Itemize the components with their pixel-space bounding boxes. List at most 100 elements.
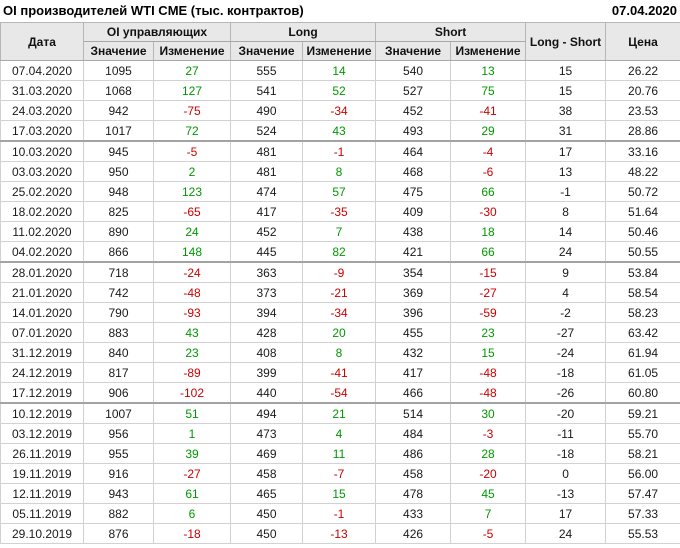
short-value-cell: 354	[375, 261, 452, 283]
long-change-cell: 4	[302, 423, 377, 444]
price-cell: 50.72	[605, 181, 680, 202]
long-short-cell: -18	[525, 443, 607, 464]
long-value-cell: 465	[230, 483, 304, 504]
long-change-cell: -21	[302, 282, 377, 303]
short-value-cell: 455	[375, 322, 452, 343]
long-short-cell: 9	[525, 261, 607, 283]
long-value-cell: 555	[230, 60, 304, 81]
short-value-cell: 484	[375, 423, 452, 444]
short-value-cell: 369	[375, 282, 452, 303]
long-value-cell: 408	[230, 342, 304, 363]
short-value-cell: 466	[375, 382, 452, 404]
long-short-cell: -26	[525, 382, 607, 404]
date-cell: 07.04.2020	[0, 60, 84, 81]
long-short-cell: -18	[525, 362, 607, 383]
long-short-cell: 8	[525, 201, 607, 222]
price-cell: 61.94	[605, 342, 680, 363]
subheader-short-value: Значение	[375, 41, 452, 61]
col-header-long-minus-short: Long - Short	[525, 22, 607, 61]
oi-table: Дата OI управляющих Long Short Long - Sh…	[0, 22, 680, 544]
short-value-cell: 468	[375, 161, 452, 182]
table-row: 26.11.2019 955 39 469 11 486 28 -18 58.21	[0, 443, 680, 464]
long-short-cell: 38	[525, 100, 607, 121]
long-short-cell: 14	[525, 221, 607, 242]
table-row: 31.12.2019 840 23 408 8 432 15 -24 61.94	[0, 342, 680, 363]
short-value-cell: 452	[375, 100, 452, 121]
oi-value-cell: 945	[83, 140, 154, 162]
long-value-cell: 469	[230, 443, 304, 464]
oi-value-cell: 1007	[83, 402, 154, 424]
short-change-cell: 15	[450, 342, 527, 363]
short-change-cell: 28	[450, 443, 527, 464]
short-change-cell: -20	[450, 463, 527, 484]
date-cell: 03.12.2019	[0, 423, 84, 444]
long-value-cell: 490	[230, 100, 304, 121]
short-value-cell: 432	[375, 342, 452, 363]
short-change-cell: 23	[450, 322, 527, 343]
long-short-cell: 15	[525, 80, 607, 101]
oi-value-cell: 1095	[83, 60, 154, 81]
short-change-cell: -5	[450, 523, 527, 544]
short-change-cell: 13	[450, 60, 527, 81]
oi-value-cell: 950	[83, 161, 154, 182]
subheader-long-change: Изменение	[302, 41, 377, 61]
date-cell: 12.11.2019	[0, 483, 84, 504]
price-cell: 61.05	[605, 362, 680, 383]
subheader-oi-change: Изменение	[152, 41, 232, 61]
date-cell: 17.03.2020	[0, 120, 84, 142]
table-row: 03.12.2019 956 1 473 4 484 -3 -11 55.70	[0, 423, 680, 444]
date-cell: 10.12.2019	[0, 402, 84, 424]
short-change-cell: -48	[450, 362, 527, 383]
price-cell: 33.16	[605, 140, 680, 162]
price-cell: 57.33	[605, 503, 680, 524]
short-value-cell: 438	[375, 221, 452, 242]
long-change-cell: 15	[302, 483, 377, 504]
long-value-cell: 399	[230, 362, 304, 383]
date-cell: 04.02.2020	[0, 241, 84, 263]
oi-change-cell: 6	[152, 503, 232, 524]
oi-change-cell: 127	[152, 80, 232, 101]
short-value-cell: 409	[375, 201, 452, 222]
table-row: 14.01.2020 790 -93 394 -34 396 -59 -2 58.23	[0, 302, 680, 323]
date-cell: 29.10.2019	[0, 523, 84, 544]
oi-value-cell: 906	[83, 382, 154, 404]
table-row: 12.11.2019 943 61 465 15 478 45 -13 57.47	[0, 483, 680, 504]
col-header-price: Цена	[605, 22, 680, 61]
price-cell: 63.42	[605, 322, 680, 343]
long-change-cell: 7	[302, 221, 377, 242]
long-change-cell: -41	[302, 362, 377, 383]
short-value-cell: 458	[375, 463, 452, 484]
col-header-long: Long	[230, 22, 377, 42]
long-short-cell: -13	[525, 483, 607, 504]
date-cell: 31.12.2019	[0, 342, 84, 363]
date-cell: 24.12.2019	[0, 362, 84, 383]
long-change-cell: -1	[302, 140, 377, 162]
table-row: 18.02.2020 825 -65 417 -35 409 -30 8 51.64	[0, 201, 680, 222]
long-value-cell: 494	[230, 402, 304, 424]
short-value-cell: 396	[375, 302, 452, 323]
oi-value-cell: 955	[83, 443, 154, 464]
table-header: Дата OI управляющих Long Short Long - Sh…	[0, 22, 680, 61]
table-row: 25.02.2020 948 123 474 57 475 66 -1 50.72	[0, 181, 680, 202]
short-change-cell: -6	[450, 161, 527, 182]
oi-value-cell: 790	[83, 302, 154, 323]
oi-value-cell: 817	[83, 362, 154, 383]
table-row: 04.02.2020 866 148 445 82 421 66 24 50.55	[0, 241, 680, 263]
long-change-cell: 8	[302, 161, 377, 182]
table-row: 07.01.2020 883 43 428 20 455 23 -27 63.42	[0, 322, 680, 343]
oi-change-cell: -18	[152, 523, 232, 544]
price-cell: 50.46	[605, 221, 680, 242]
report-date: 07.04.2020	[611, 3, 677, 18]
oi-change-cell: 23	[152, 342, 232, 363]
long-short-cell: 4	[525, 282, 607, 303]
long-short-cell: 24	[525, 241, 607, 263]
oi-change-cell: 1	[152, 423, 232, 444]
long-change-cell: -9	[302, 261, 377, 283]
long-short-cell: -2	[525, 302, 607, 323]
short-change-cell: 45	[450, 483, 527, 504]
oi-change-cell: -75	[152, 100, 232, 121]
short-change-cell: 18	[450, 221, 527, 242]
short-value-cell: 464	[375, 140, 452, 162]
oi-value-cell: 882	[83, 503, 154, 524]
long-short-cell: 31	[525, 120, 607, 142]
